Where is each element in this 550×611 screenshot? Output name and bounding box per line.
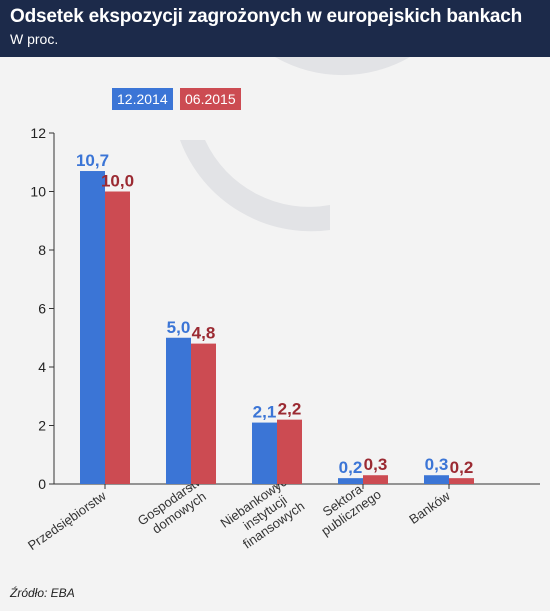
source-note: Źródło: EBA bbox=[10, 586, 75, 600]
bar-jun-2015 bbox=[191, 343, 216, 484]
data-label: 5,0 bbox=[167, 318, 191, 337]
bar-jun-2015 bbox=[277, 419, 302, 484]
bar-dec-2014 bbox=[80, 171, 105, 484]
chart-title: Odsetek ekspozycji zagrożonych w europej… bbox=[10, 6, 523, 27]
data-label: 4,8 bbox=[192, 324, 216, 343]
x-category-label: Banków bbox=[406, 488, 453, 527]
data-label: 2,2 bbox=[278, 400, 302, 419]
legend-item-12-2014: 12.2014 bbox=[112, 88, 173, 110]
y-tick-label: 6 bbox=[38, 301, 46, 317]
y-tick-label: 8 bbox=[38, 242, 46, 258]
bar-dec-2014 bbox=[338, 478, 363, 484]
y-tick-label: 0 bbox=[38, 476, 46, 492]
data-label: 0,3 bbox=[364, 455, 388, 474]
y-tick-label: 10 bbox=[30, 184, 46, 200]
data-label: 0,2 bbox=[339, 458, 363, 477]
bar-jun-2015 bbox=[449, 478, 474, 484]
data-label: 2,1 bbox=[253, 403, 277, 422]
y-tick-label: 4 bbox=[38, 359, 46, 375]
bar-dec-2014 bbox=[424, 475, 449, 484]
data-label: 10,7 bbox=[76, 151, 109, 170]
bar-dec-2014 bbox=[166, 337, 191, 484]
bar-jun-2015 bbox=[363, 475, 388, 484]
data-label: 0,2 bbox=[450, 458, 474, 477]
bar-jun-2015 bbox=[105, 191, 130, 484]
y-tick-label: 2 bbox=[38, 418, 46, 434]
data-label: 0,3 bbox=[425, 455, 449, 474]
chart-header: Odsetek ekspozycji zagrożonych w europej… bbox=[0, 0, 550, 57]
x-category-label: Przedsiębiorstw bbox=[25, 488, 109, 553]
legend-item-06-2015: 06.2015 bbox=[180, 88, 241, 110]
bar-dec-2014 bbox=[252, 422, 277, 484]
data-label: 10,0 bbox=[101, 172, 134, 191]
watermark-logo bbox=[180, 57, 410, 232]
chart-subtitle: W proc. bbox=[10, 31, 59, 47]
y-tick-label: 12 bbox=[30, 125, 46, 141]
